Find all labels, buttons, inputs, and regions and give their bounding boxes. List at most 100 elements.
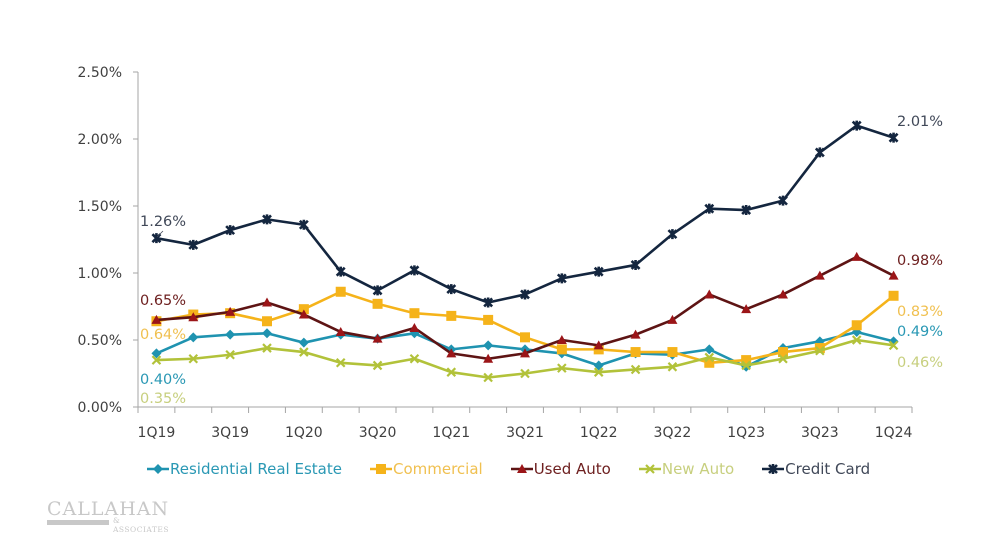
data-point-commercial (372, 298, 383, 309)
data-point-commercial (483, 314, 494, 325)
data-point-credit-card (741, 205, 752, 216)
data-point-used-auto (593, 340, 604, 350)
legend-marker-new-auto-icon (638, 464, 661, 474)
data-point-used-auto (556, 335, 567, 344)
data-point-used-auto (225, 306, 236, 316)
data-point-used-auto (814, 270, 825, 280)
y-tick-label: 2.50% (78, 65, 122, 81)
series-credit-card (151, 120, 899, 308)
data-point-commercial (593, 344, 604, 355)
data-point-commercial (888, 290, 899, 301)
legend-item-commercial: Commercial (369, 460, 483, 478)
series-line-credit-card (156, 124, 894, 304)
end-label-new-auto: 0.46% (897, 355, 943, 371)
data-point-credit-card (188, 239, 199, 250)
data-point-commercial (851, 320, 862, 331)
data-point-new-auto (557, 363, 567, 373)
start-label-new-auto: 0.35% (140, 391, 186, 407)
y-tick-label: 0.50% (78, 333, 122, 349)
data-point-residential-real-estate (298, 337, 309, 348)
data-point-used-auto (704, 289, 715, 299)
logo-sub: & ASSOCIATES (113, 516, 170, 534)
legend-marker (375, 464, 386, 474)
x-tick-label: 3Q22 (654, 425, 692, 441)
data-point-credit-card (225, 225, 236, 236)
data-point-new-auto (151, 355, 162, 365)
data-point-commercial (298, 304, 309, 315)
data-point-new-auto (372, 360, 383, 371)
data-point-credit-card (704, 203, 715, 214)
data-point-credit-card (298, 219, 309, 230)
legend-marker (516, 464, 527, 473)
data-point-residential-real-estate (704, 344, 715, 355)
data-point-used-auto (888, 270, 899, 280)
data-point-new-auto (299, 347, 309, 357)
data-point-commercial (814, 343, 825, 354)
end-label-credit-card: 2.01% (897, 114, 943, 130)
y-tick-label: 1.50% (78, 199, 122, 215)
data-point-residential-real-estate (483, 340, 494, 351)
data-point-used-auto (483, 353, 494, 363)
data-point-used-auto (298, 309, 309, 319)
callahan-logo: CALLAHAN & ASSOCIATES (47, 498, 169, 534)
legend-item-credit-card: Credit Card (762, 460, 870, 478)
data-point-commercial (335, 286, 346, 297)
start-label-commercial: 0.64% (140, 327, 186, 343)
data-point-new-auto (667, 362, 678, 372)
legend-marker-used-auto-icon (510, 464, 533, 473)
series-new-auto (151, 335, 899, 383)
x-tick-label: 1Q21 (432, 425, 470, 441)
data-point-credit-card (151, 233, 162, 244)
x-tick-label: 3Q21 (506, 425, 544, 441)
data-point-commercial (630, 347, 641, 358)
legend-marker (645, 464, 655, 474)
data-point-new-auto (888, 340, 899, 351)
y-tick-label: 0.00% (78, 400, 122, 416)
data-point-commercial (409, 308, 420, 319)
data-point-credit-card (446, 284, 457, 295)
data-point-credit-card (409, 265, 420, 276)
legend-marker (768, 464, 779, 474)
legend-label: Used Auto (533, 460, 611, 478)
data-point-commercial (778, 347, 788, 358)
legend-label: New Auto (661, 460, 735, 478)
legend-marker-credit-card-icon (762, 464, 785, 474)
data-point-new-auto (741, 360, 751, 371)
logo-bar (47, 520, 109, 525)
data-point-credit-card (372, 285, 383, 296)
legend-marker-commercial-icon (369, 464, 392, 474)
data-point-used-auto (409, 322, 420, 332)
data-point-used-auto (667, 314, 678, 324)
legend-marker (153, 464, 163, 474)
legend-marker-residential-real-estate-icon (147, 464, 169, 474)
data-point-new-auto (262, 343, 272, 353)
data-point-residential-real-estate (151, 348, 162, 359)
data-point-credit-card (814, 147, 825, 158)
data-point-new-auto (188, 353, 199, 364)
legend-item-new-auto: New Auto (638, 460, 735, 478)
data-point-commercial (741, 355, 752, 366)
data-point-credit-card (335, 266, 346, 277)
data-point-used-auto (778, 289, 788, 299)
data-point-new-auto (593, 367, 604, 377)
data-point-new-auto (483, 372, 493, 383)
data-point-credit-card (778, 195, 788, 206)
data-point-credit-card (483, 297, 494, 308)
legend-label: Residential Real Estate (170, 460, 342, 478)
data-point-new-auto (225, 349, 235, 360)
data-point-credit-card (630, 259, 641, 270)
data-point-new-auto (630, 364, 641, 375)
y-tick-label: 2.00% (78, 132, 122, 148)
end-label-used-auto: 0.98% (897, 253, 943, 269)
legend-label: Commercial (392, 460, 483, 478)
data-point-used-auto (151, 314, 162, 324)
data-point-used-auto (520, 348, 530, 358)
legend-item-used-auto: Used Auto (510, 460, 611, 478)
data-point-new-auto (851, 335, 862, 345)
start-label-residential-real-estate: 0.40% (140, 372, 186, 388)
data-point-new-auto (704, 352, 715, 363)
data-point-residential-real-estate (593, 360, 604, 371)
start-label-credit-card: 1.26% (140, 214, 186, 230)
logo-name: CALLAHAN (47, 498, 170, 520)
data-point-used-auto (851, 251, 862, 261)
